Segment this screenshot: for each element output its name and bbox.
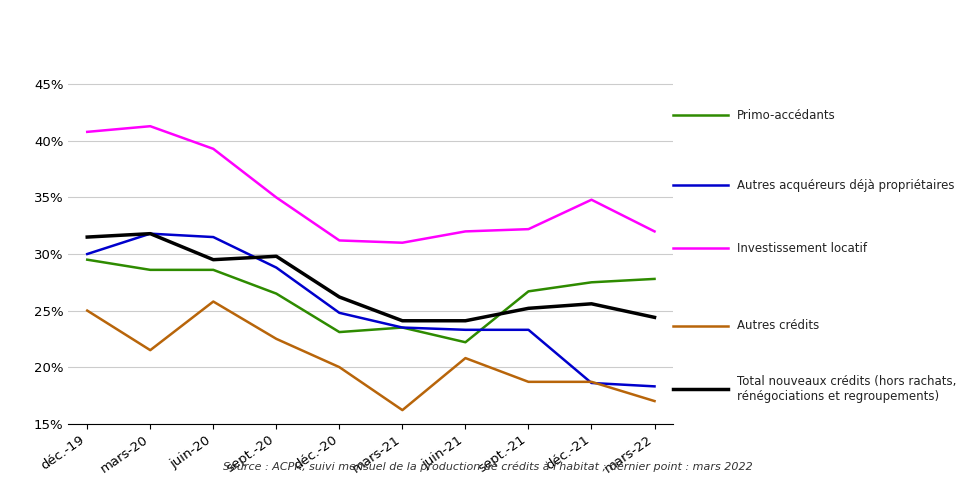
Primo-accédants: [460, 339, 471, 345]
Primo-accédants: [270, 291, 282, 297]
Autres acquéreurs déjà propriétaires: [334, 310, 346, 316]
Text: Primo-accédants: Primo-accédants: [737, 109, 835, 122]
Text: Autres acquéreurs déjà propriétaires: Autres acquéreurs déjà propriétaires: [737, 179, 955, 192]
Autres acquéreurs déjà propriétaires: [586, 380, 597, 386]
Investissement locatif: [586, 197, 597, 203]
Autres acquéreurs déjà propriétaires: [649, 383, 661, 389]
Total nouveaux crédits (hors rachats,
rénégociations et regroupements): [334, 294, 346, 300]
Primo-accédants: [208, 267, 220, 273]
Total nouveaux crédits (hors rachats,
rénégociations et regroupements): [144, 231, 156, 237]
Total nouveaux crédits (hors rachats,
rénégociations et regroupements): [586, 301, 597, 307]
Autres crédits: [649, 398, 661, 404]
Total nouveaux crédits (hors rachats,
rénégociations et regroupements): [396, 318, 408, 324]
Primo-accédants: [144, 267, 156, 273]
Total nouveaux crédits (hors rachats,
rénégociations et regroupements): [81, 234, 93, 240]
Autres crédits: [334, 364, 346, 370]
Text: Investissement locatif: Investissement locatif: [737, 242, 867, 255]
Investissement locatif: [208, 146, 220, 152]
Autres acquéreurs déjà propriétaires: [396, 325, 408, 331]
Autres acquéreurs déjà propriétaires: [208, 234, 220, 240]
Autres crédits: [270, 336, 282, 342]
Line: Total nouveaux crédits (hors rachats,
rénégociations et regroupements): Total nouveaux crédits (hors rachats, ré…: [87, 234, 655, 321]
Investissement locatif: [334, 238, 346, 244]
Investissement locatif: [522, 226, 534, 232]
Line: Primo-accédants: Primo-accédants: [87, 260, 655, 342]
Autres acquéreurs déjà propriétaires: [81, 251, 93, 257]
Autres acquéreurs déjà propriétaires: [522, 327, 534, 333]
Total nouveaux crédits (hors rachats,
rénégociations et regroupements): [208, 257, 220, 262]
Total nouveaux crédits (hors rachats,
rénégociations et regroupements): [460, 318, 471, 324]
Autres crédits: [586, 379, 597, 385]
Autres crédits: [522, 379, 534, 385]
Text: Total nouveaux crédits (hors rachats,
rénégociations et regroupements): Total nouveaux crédits (hors rachats, ré…: [737, 375, 956, 403]
Line: Autres crédits: Autres crédits: [87, 301, 655, 410]
Primo-accédants: [334, 329, 346, 335]
Investissement locatif: [81, 129, 93, 135]
Investissement locatif: [270, 194, 282, 200]
Autres crédits: [81, 308, 93, 314]
Autres acquéreurs déjà propriétaires: [460, 327, 471, 333]
Autres crédits: [208, 299, 220, 304]
Primo-accédants: [396, 325, 408, 331]
Autres acquéreurs déjà propriétaires: [144, 231, 156, 237]
Total nouveaux crédits (hors rachats,
rénégociations et regroupements): [522, 305, 534, 311]
Investissement locatif: [396, 240, 408, 245]
Primo-accédants: [649, 276, 661, 282]
Primo-accédants: [586, 280, 597, 285]
Total nouveaux crédits (hors rachats,
rénégociations et regroupements): [270, 253, 282, 259]
Total nouveaux crédits (hors rachats,
rénégociations et regroupements): [649, 315, 661, 320]
Text: Graphique 38   Part des LTV supérieures à 100 % (sur-financement) par objet: Graphique 38 Part des LTV supérieures à …: [12, 22, 768, 41]
Investissement locatif: [460, 228, 471, 234]
Line: Autres acquéreurs déjà propriétaires: Autres acquéreurs déjà propriétaires: [87, 234, 655, 386]
Autres crédits: [460, 355, 471, 361]
Text: Source : ACPR, suivi mensuel de la production de crédits à l'habitat ; dernier p: Source : ACPR, suivi mensuel de la produ…: [224, 462, 752, 472]
Investissement locatif: [144, 123, 156, 129]
Primo-accédants: [522, 288, 534, 294]
Text: Autres crédits: Autres crédits: [737, 319, 819, 332]
Line: Investissement locatif: Investissement locatif: [87, 126, 655, 243]
Autres acquéreurs déjà propriétaires: [270, 264, 282, 270]
Primo-accédants: [81, 257, 93, 262]
Investissement locatif: [649, 228, 661, 234]
Autres crédits: [144, 347, 156, 353]
Autres crédits: [396, 407, 408, 413]
